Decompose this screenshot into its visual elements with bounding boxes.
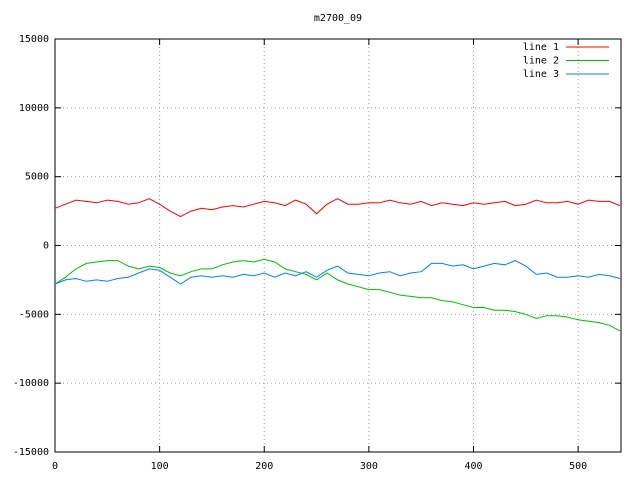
y-tick-label: 10000 bbox=[19, 103, 49, 114]
y-tick-label: 0 bbox=[43, 241, 49, 252]
y-tick-label: 15000 bbox=[19, 34, 49, 45]
line-series bbox=[54, 198, 621, 218]
y-tick-label: -15000 bbox=[13, 447, 49, 458]
y-tick-label: -5000 bbox=[19, 309, 49, 320]
plot-frame bbox=[54, 38, 622, 453]
chart-title: m2700_09 bbox=[314, 13, 362, 24]
line-series bbox=[54, 260, 621, 285]
line-series bbox=[54, 258, 621, 332]
x-tick-label: 400 bbox=[464, 461, 482, 472]
x-tick-label: 0 bbox=[52, 461, 58, 472]
x-tick-label: 500 bbox=[569, 461, 587, 472]
x-tick-label: 100 bbox=[151, 461, 169, 472]
x-tick-label: 200 bbox=[255, 461, 273, 472]
y-tick-label: 5000 bbox=[25, 172, 49, 183]
x-tick-label: 300 bbox=[360, 461, 378, 472]
legend-label: line 3 bbox=[523, 69, 559, 80]
y-tick-label: -10000 bbox=[13, 378, 49, 389]
legend-label: line 1 bbox=[523, 42, 559, 53]
legend-label: line 2 bbox=[523, 56, 559, 67]
